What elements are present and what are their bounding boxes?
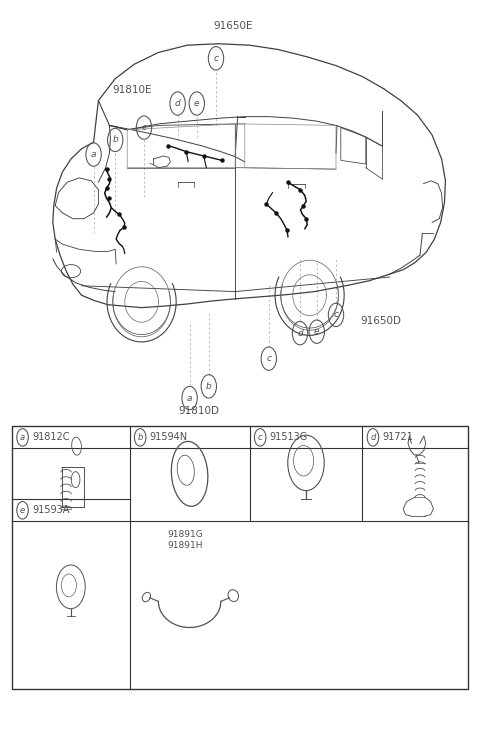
Text: 91593A: 91593A bbox=[32, 505, 70, 515]
Text: b: b bbox=[206, 382, 212, 391]
Text: 91812C: 91812C bbox=[32, 432, 70, 443]
Text: 91650D: 91650D bbox=[360, 316, 401, 326]
Text: c: c bbox=[214, 54, 218, 63]
Text: 91650E: 91650E bbox=[213, 20, 252, 31]
Text: d: d bbox=[370, 433, 376, 442]
Text: b: b bbox=[137, 433, 143, 442]
Text: b: b bbox=[112, 136, 118, 144]
Bar bbox=[12, 426, 468, 689]
Text: 91594N: 91594N bbox=[150, 432, 188, 443]
Text: d: d bbox=[297, 329, 303, 338]
Text: a: a bbox=[20, 433, 25, 442]
Text: 91891G
91891H: 91891G 91891H bbox=[167, 530, 203, 550]
Text: 91721: 91721 bbox=[383, 432, 413, 443]
Text: e: e bbox=[194, 99, 200, 108]
Text: 91513G: 91513G bbox=[270, 432, 308, 443]
Text: c: c bbox=[142, 123, 146, 132]
Text: c: c bbox=[258, 433, 263, 442]
Text: 91810D: 91810D bbox=[179, 406, 220, 416]
Text: c: c bbox=[266, 354, 271, 363]
Text: a: a bbox=[91, 150, 96, 159]
Text: e: e bbox=[20, 506, 25, 515]
Text: 91810E: 91810E bbox=[112, 85, 152, 95]
Text: e: e bbox=[314, 327, 320, 336]
Text: c: c bbox=[334, 311, 338, 319]
Text: a: a bbox=[187, 394, 192, 402]
Text: d: d bbox=[175, 99, 180, 108]
